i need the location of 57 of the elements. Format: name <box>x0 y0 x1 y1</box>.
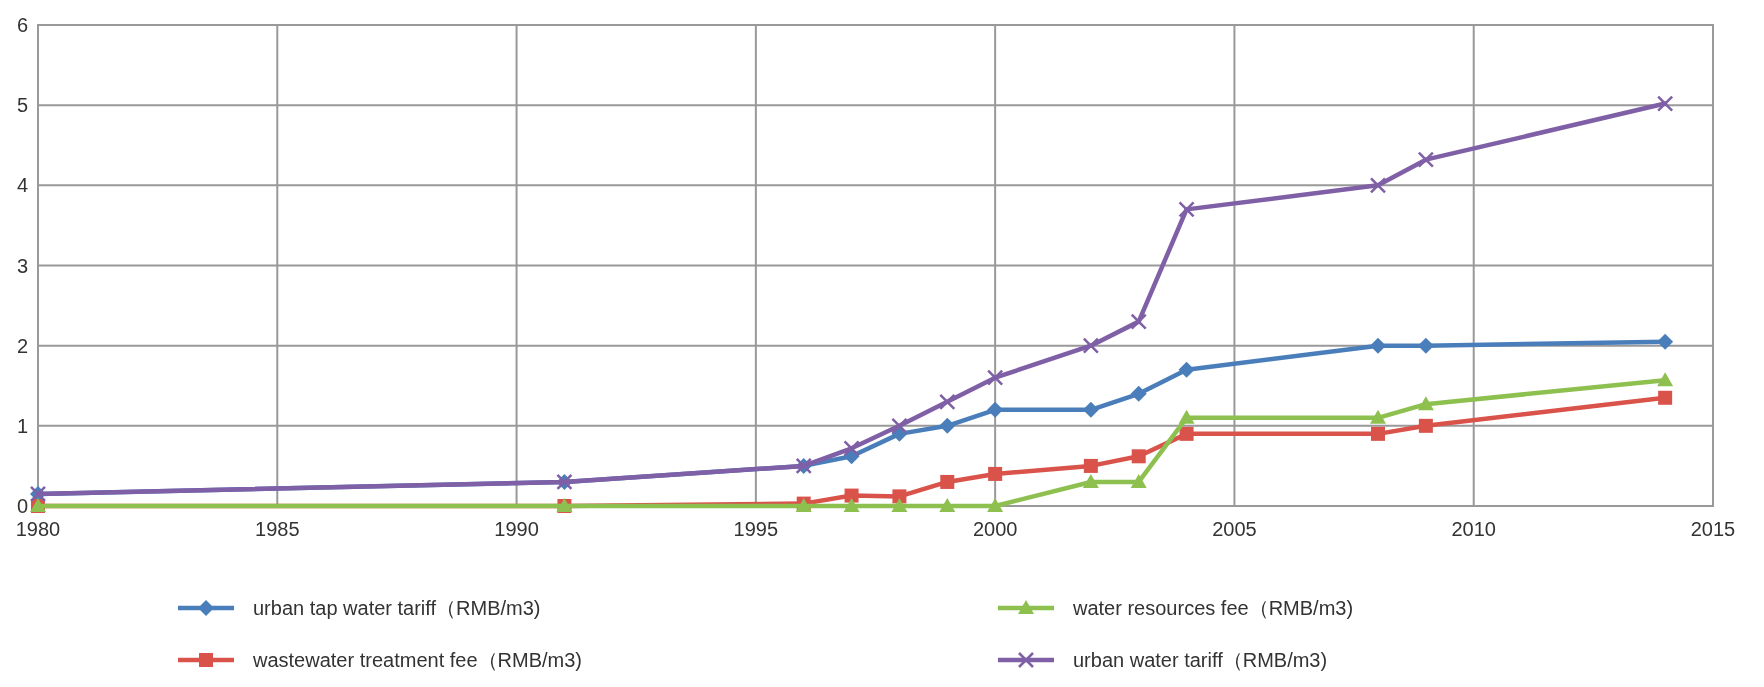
point <box>891 498 908 512</box>
point <box>1179 426 1194 441</box>
point <box>986 369 1004 386</box>
y-tick-label: 3 <box>16 254 28 277</box>
point <box>939 417 956 434</box>
point <box>1178 361 1195 378</box>
point <box>1083 458 1098 473</box>
point <box>1417 151 1435 168</box>
point <box>1130 313 1147 330</box>
y-tick-label: 0 <box>16 495 28 517</box>
legend-label: urban tap water tariff（RMB/m3) <box>253 597 541 619</box>
point <box>892 489 907 504</box>
point <box>1370 409 1386 424</box>
point <box>1371 426 1385 441</box>
point <box>987 401 1004 418</box>
x-tick-label: 1990 <box>494 518 539 540</box>
point <box>1656 95 1674 112</box>
point <box>1178 201 1195 218</box>
point <box>988 466 1003 481</box>
point <box>987 498 1004 512</box>
point <box>1369 177 1387 194</box>
point <box>1370 337 1386 354</box>
point <box>1082 473 1099 488</box>
x-tick-label: 2005 <box>1212 518 1257 540</box>
y-tick-label: 5 <box>16 94 28 117</box>
point <box>1418 418 1433 433</box>
point <box>1658 390 1673 405</box>
legend-label: wastewater treatment fee（RMB/m3) <box>252 649 582 671</box>
point <box>1657 333 1674 350</box>
point <box>939 498 956 512</box>
point <box>1178 409 1195 424</box>
y-tick-label: 2 <box>16 334 28 357</box>
y-tick-label: 1 <box>16 414 28 437</box>
point <box>1082 337 1100 354</box>
x-tick-label: 2000 <box>972 518 1018 540</box>
point <box>1417 396 1434 411</box>
x-tick-label: 2015 <box>1690 518 1736 540</box>
point <box>1417 337 1434 354</box>
point <box>843 440 860 457</box>
point <box>940 474 955 489</box>
point <box>1130 385 1147 402</box>
point <box>1082 401 1099 418</box>
x-tick-label: 1980 <box>15 518 61 540</box>
legend-label: urban water tariff（RMB/m3) <box>1073 649 1328 671</box>
x-tick-label: 1985 <box>255 518 300 540</box>
y-tick-label: 6 <box>16 14 28 36</box>
legend-label: water resources fee（RMB/m3) <box>1072 597 1354 619</box>
point <box>1130 473 1147 488</box>
point <box>844 488 859 503</box>
x-tick-label: 1995 <box>733 518 779 540</box>
y-tick-label: 4 <box>16 174 28 197</box>
point <box>1657 372 1674 387</box>
point <box>891 417 908 435</box>
point <box>939 393 956 411</box>
x-tick-label: 2010 <box>1451 518 1496 540</box>
point <box>843 498 860 512</box>
point <box>1131 449 1146 464</box>
